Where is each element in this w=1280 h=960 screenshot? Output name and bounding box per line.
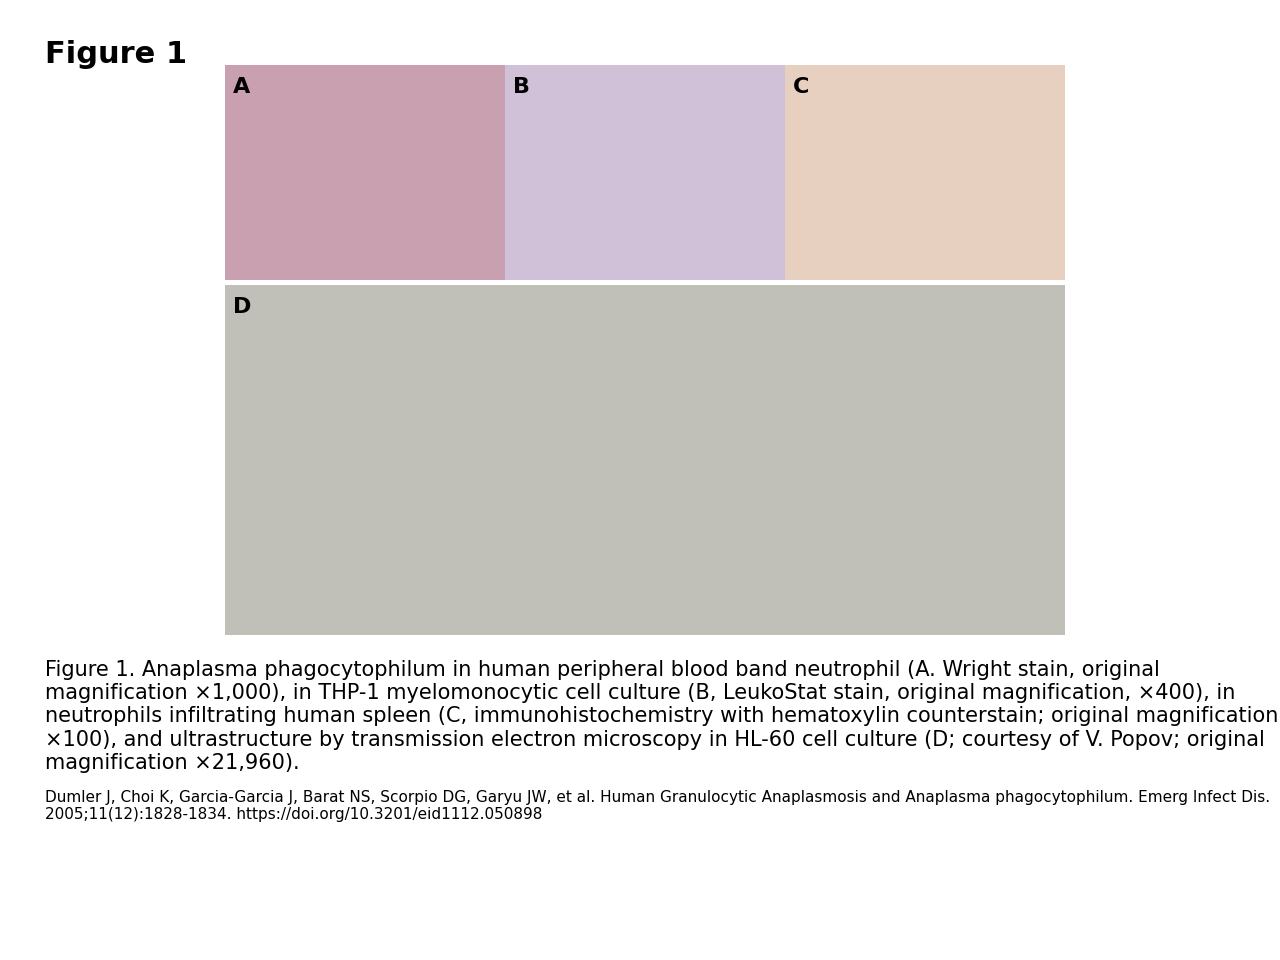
Bar — [225, 285, 1065, 635]
Text: A: A — [233, 77, 251, 97]
Bar — [785, 65, 1065, 280]
Text: Dumler J, Choi K, Garcia-Garcia J, Barat NS, Scorpio DG, Garyu JW, et al. Human : Dumler J, Choi K, Garcia-Garcia J, Barat… — [45, 790, 1270, 823]
Text: Figure 1. Anaplasma phagocytophilum in human peripheral blood band neutrophil (A: Figure 1. Anaplasma phagocytophilum in h… — [45, 660, 1279, 773]
Text: C: C — [794, 77, 809, 97]
Text: Figure 1: Figure 1 — [45, 40, 187, 69]
Bar — [506, 65, 785, 280]
Text: D: D — [233, 297, 251, 317]
Bar — [225, 65, 506, 280]
Text: B: B — [513, 77, 530, 97]
